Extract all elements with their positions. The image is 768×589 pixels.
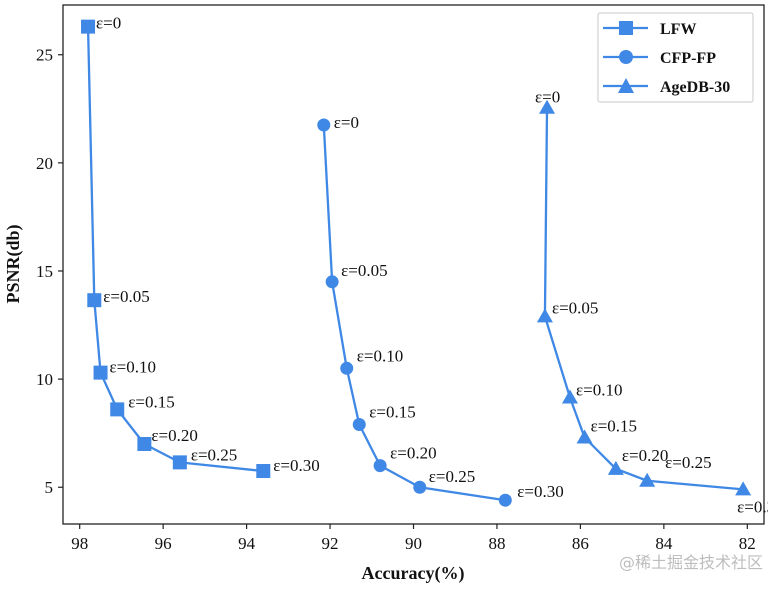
triangle-marker-2-3: [576, 429, 593, 444]
y-tick-label: 10: [36, 370, 53, 389]
circle-marker-1-4: [373, 459, 387, 473]
legend-item-agedb-30: AgeDB-30: [603, 78, 730, 96]
square-marker-0-4: [137, 436, 152, 451]
series-agedb-30: [536, 99, 752, 496]
legend-box: [597, 12, 754, 103]
x-tick-label: 82: [739, 534, 756, 553]
circle-marker-1-6: [498, 493, 512, 507]
point-label: ε=0.25: [191, 445, 237, 464]
point-label: ε=0.30: [737, 497, 768, 516]
square-marker-0-5: [172, 455, 187, 470]
point-labels: ε=0ε=0.05ε=0.10ε=0.15ε=0.20ε=0.25ε=0.30ε…: [96, 14, 768, 517]
point-label: ε=0.15: [128, 392, 174, 411]
y-axis-ticks: 5 10 15 20 25: [36, 46, 63, 497]
watermark: @稀土掘金技术社区: [619, 553, 763, 572]
y-tick-label: 25: [36, 46, 53, 65]
x-axis-ticks: 98 96 94 92 90 88 86 84 82: [71, 524, 756, 553]
y-tick-label: 5: [45, 478, 54, 497]
point-label: ε=0.30: [517, 482, 563, 501]
point-label: ε=0: [535, 88, 560, 107]
x-axis-title: Accuracy(%): [362, 563, 465, 584]
point-label: ε=0: [96, 14, 121, 33]
circle-marker-1-2: [340, 361, 354, 375]
legend-label-cfp-fp: CFP-FP: [660, 50, 716, 67]
circle-marker-1-5: [413, 480, 427, 494]
square-marker-0-2: [93, 365, 108, 380]
y-tick-label: 20: [36, 154, 53, 173]
x-tick-label: 90: [405, 534, 422, 553]
triangle-marker-2-0: [539, 99, 556, 114]
point-label: ε=0.05: [103, 287, 149, 306]
x-tick-label: 96: [155, 534, 172, 553]
x-tick-label: 88: [488, 534, 505, 553]
series-lfw: [81, 19, 271, 479]
series-cfp-fp: [317, 118, 512, 507]
triangle-marker-2-6: [735, 481, 752, 496]
triangle-marker-2-5: [639, 472, 656, 487]
legend-item-lfw: LFW: [603, 21, 696, 38]
circle-marker-1-0: [317, 118, 331, 132]
point-label: ε=0.25: [665, 453, 711, 472]
point-label: ε=0.15: [591, 417, 637, 436]
point-label: ε=0.10: [576, 380, 622, 399]
point-label: ε=0.20: [390, 444, 436, 463]
legend-label-agedb-30: AgeDB-30: [660, 79, 730, 96]
x-tick-label: 86: [572, 534, 589, 553]
x-tick-label: 94: [238, 534, 256, 553]
y-axis-title: PSNR(db): [3, 224, 24, 303]
square-marker-0-1: [87, 293, 102, 308]
square-marker-0-3: [110, 402, 125, 417]
square-marker-0-0: [81, 19, 96, 34]
circle-marker-1-3: [352, 418, 366, 432]
circle-marker-1-1: [325, 275, 339, 289]
point-label: ε=0.20: [151, 426, 197, 445]
series-layer: [81, 19, 752, 507]
x-tick-label: 92: [322, 534, 339, 553]
legend-item-cfp-fp: CFP-FP: [603, 50, 716, 67]
point-label: ε=0: [334, 113, 359, 132]
point-label: ε=0.05: [552, 298, 598, 317]
legend-square-marker-icon: [619, 21, 633, 35]
point-label: ε=0.25: [429, 467, 475, 486]
point-label: ε=0.10: [357, 346, 403, 365]
legend-triangle-marker-icon: [618, 78, 634, 93]
point-label: ε=0.20: [622, 446, 668, 465]
y-tick-label: 15: [36, 262, 53, 281]
legend-label-lfw: LFW: [660, 21, 696, 38]
triangle-marker-2-4: [607, 460, 624, 475]
legend-circle-marker-icon: [619, 50, 633, 64]
square-marker-0-6: [256, 464, 271, 479]
point-label: ε=0.10: [110, 358, 156, 377]
legend: LFW CFP-FP AgeDB-30: [597, 12, 754, 103]
x-tick-label: 84: [655, 534, 673, 553]
point-label: ε=0.05: [341, 261, 387, 280]
point-label: ε=0.30: [273, 456, 319, 475]
point-label: ε=0.15: [369, 403, 415, 422]
x-tick-label: 98: [71, 534, 88, 553]
triangle-marker-2-2: [561, 389, 578, 404]
triangle-marker-2-1: [536, 308, 553, 323]
